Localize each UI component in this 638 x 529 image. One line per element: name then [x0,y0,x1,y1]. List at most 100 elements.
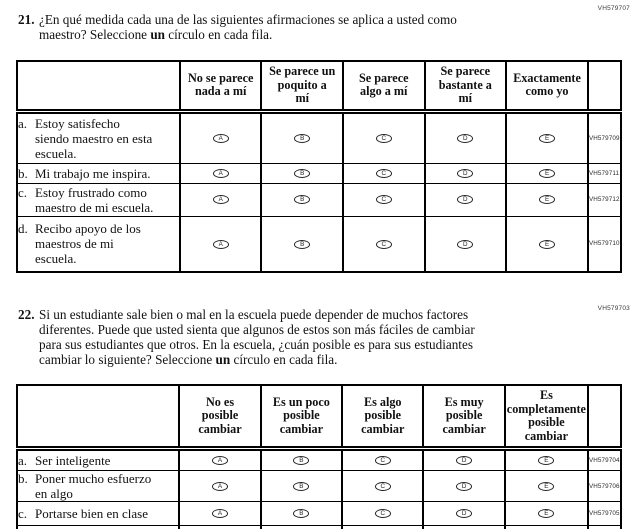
answer-bubble-b[interactable]: B [294,133,311,143]
answer-cell: D [422,470,506,502]
row-letter: c. [18,506,28,521]
row-letter: b. [18,471,28,486]
answer-cell: C [341,470,425,502]
question-21-number: 21. [18,12,35,27]
answer-bubble-c[interactable]: C [374,481,391,491]
answer-bubble-e[interactable]: E [538,509,555,519]
answer-bubble-b[interactable]: B [294,195,311,205]
row-letter: d. [18,221,28,237]
row-code: VH579704 [586,448,623,471]
answer-cell [422,525,506,529]
question-21-code: VH579707 [597,5,630,12]
answer-bubble-a[interactable]: A [212,509,229,519]
row-code: VH579705 [586,501,623,526]
row-letter: a. [18,453,28,468]
row-item: a. Ser inteligente [15,448,181,471]
answer-bubble-e[interactable]: E [538,481,555,491]
question-22-text-part1: Si un estudiante sale bien o mal en la e… [39,307,475,367]
answer-cell: B [260,110,344,164]
answer-bubble-a[interactable]: A [212,195,229,205]
answer-bubble-c[interactable]: C [375,168,392,178]
answer-bubble-a[interactable]: A [212,456,229,466]
table-row: c. Estoy frustrado como maestro de mi esc… [16,182,623,217]
question-22-response-table: No es posible cambiar Es un poco posible… [15,384,623,529]
answer-bubble-c[interactable]: C [374,456,391,466]
question-22-bold-word: un [215,352,231,367]
row-text: Estoy frustrado como maestro de mi escue… [35,184,154,215]
answer-cell: E [503,448,589,471]
answer-bubble-e[interactable]: E [539,133,556,143]
question-21-text: 21. ¿En qué medida cada una de las siguie… [18,12,584,42]
answer-bubble-b[interactable]: B [293,509,310,519]
answer-bubble-e[interactable]: E [538,456,555,466]
answer-cell: E [505,110,589,164]
answer-cell: B [260,215,344,273]
answer-cell: C [342,110,426,164]
question-22-text: 22. Si un estudiante sale bien o mal en l… [18,307,584,367]
answer-bubble-d[interactable]: D [456,509,473,519]
answer-bubble-b[interactable]: B [293,481,310,491]
answer-cell: B [260,182,344,217]
answer-cell: A [178,162,263,184]
answer-cell: E [505,162,589,184]
corner-cell [15,384,181,451]
table-row: c. Portarse bien en clase A B C D E VH579… [15,501,623,526]
answer-cell [259,525,344,529]
table-row: d. Recibo apoyo de los maestros de mi esc… [16,215,623,273]
answer-bubble-d[interactable]: D [457,168,474,178]
answer-bubble-e[interactable]: E [539,168,556,178]
answer-bubble-a[interactable]: A [212,168,229,178]
question-22-code: VH579703 [597,305,630,312]
answer-bubble-e[interactable]: E [539,195,556,205]
answer-bubble-d[interactable]: D [457,239,474,249]
row-item: c. Portarse bien en clase [15,501,181,526]
answer-bubble-c[interactable]: C [375,239,392,249]
table-row: a. Estoy satisfecho siendo maestro en est… [16,110,623,164]
row-item: b. Poner mucho esfuerzo en algo [15,470,181,502]
answer-cell: B [259,501,344,526]
row-letter: c. [18,184,28,200]
row-item: b. Mi trabajo me inspira. [16,162,181,184]
answer-bubble-a[interactable]: A [212,133,229,143]
answer-bubble-d[interactable]: D [457,195,474,205]
answer-cell: C [342,215,426,273]
answer-bubble-c[interactable]: C [375,195,392,205]
answer-bubble-d[interactable]: D [457,133,474,143]
answer-bubble-d[interactable]: D [456,456,473,466]
row-text: Estoy satisfecho siendo maestro en esta … [35,115,153,161]
answer-cell: E [505,215,589,273]
answer-bubble-d[interactable]: D [456,481,473,491]
question-22-number: 22. [18,307,35,322]
row-text: Poner mucho esfuerzo en algo [35,471,152,501]
column-header-4: Se parece bastante a mí [423,60,508,114]
answer-bubble-b[interactable]: B [294,168,311,178]
answer-bubble-c[interactable]: C [374,509,391,519]
answer-bubble-a[interactable]: A [212,239,229,249]
row-text: Ser inteligente [35,453,111,468]
column-header-2: Es un poco posible cambiar [259,384,344,451]
row-letter: a. [18,115,28,131]
table-row-cutoff [15,525,623,529]
code-column-header [586,60,623,114]
answer-bubble-a[interactable]: A [212,481,229,491]
answer-bubble-b[interactable]: B [294,239,311,249]
answer-bubble-b[interactable]: B [293,456,310,466]
question-21-text-part2: círculo en cada fila. [164,27,273,42]
answer-cell: E [503,501,589,526]
answer-bubble-c[interactable]: C [375,133,392,143]
answer-cell [178,525,262,529]
question-22: VH579703 22. Si un estudiante sale bien o… [0,305,638,529]
column-header-5: Es completamente posible cambiar [503,384,589,451]
row-item: a. Estoy satisfecho siendo maestro en est… [16,110,181,164]
row-item: d. Recibo apoyo de los maestros de mi esc… [16,215,181,273]
row-item: c. Estoy frustrado como maestro de mi esc… [16,182,181,217]
column-header-1: No es posible cambiar [178,384,262,451]
column-header-3: Se parece algo a mí [342,60,426,114]
answer-bubble-e[interactable]: E [539,239,556,249]
answer-cell: D [423,215,508,273]
answer-cell: C [341,448,425,471]
answer-cell: D [423,182,508,217]
question-21: VH579707 21. ¿En qué medida cada una de l… [16,5,630,273]
column-header-1: No se parece nada a mí [178,60,263,114]
code-column-header [586,384,623,451]
